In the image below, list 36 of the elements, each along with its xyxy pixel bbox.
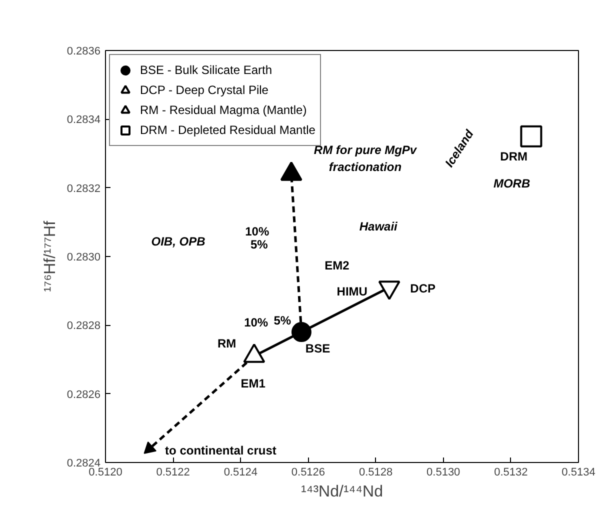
annotation: MORB: [493, 176, 530, 190]
y-tick-label: 0.2830: [66, 252, 101, 264]
annotation: DRM: [500, 150, 528, 164]
annotation: 5%: [250, 238, 268, 252]
y-tick-label: 0.2836: [66, 46, 101, 58]
x-tick-label: 0.5128: [358, 466, 393, 478]
x-tick-label: 0.5120: [88, 466, 122, 478]
legend-label: DCP - Deep Crystal Pile: [140, 82, 268, 99]
x-tick-label: 0.5122: [156, 466, 190, 478]
y-axis-title: ¹⁷⁶Hf/¹⁷⁷Hf: [42, 220, 59, 292]
legend-label: DRM - Depleted Residual Mantle: [140, 122, 316, 139]
annotation: DCP: [410, 282, 436, 296]
x-tick-label: 0.5134: [562, 466, 596, 478]
x-tick-label: 0.5126: [291, 466, 326, 478]
annotation: BSE: [305, 342, 330, 356]
legend-label: BSE - Bulk Silicate Earth: [140, 62, 272, 79]
x-tick-label: 0.5130: [426, 466, 460, 478]
annotation: Hawaii: [359, 220, 398, 234]
annotation: HIMU: [336, 284, 368, 298]
y-tick-label: 0.2834: [66, 114, 101, 126]
annotation: RM: [217, 336, 236, 350]
annotation: to continental crust: [165, 444, 276, 458]
annotation: OIB, OPB: [151, 234, 206, 248]
y-tick-label: 0.2832: [66, 182, 101, 195]
annotation: EM1: [240, 376, 266, 390]
annotation: RM for pure MgPv fractionation: [314, 143, 418, 174]
x-tick-label: 0.5132: [494, 466, 528, 478]
x-tick-label: 0.5124: [224, 466, 258, 478]
x-axis-title: ¹⁴³Nd/¹⁴⁴Nd: [301, 484, 383, 500]
y-tick-label: 0.2826: [66, 388, 101, 401]
y-tick-label: 0.2828: [66, 320, 101, 332]
annotation: 10%: [245, 224, 270, 238]
annotation: 5%: [274, 314, 292, 328]
annotation: EM2: [324, 258, 350, 272]
legend-label: RM - Residual Magma (Mantle): [140, 102, 307, 119]
annotation: 10%: [244, 316, 268, 330]
